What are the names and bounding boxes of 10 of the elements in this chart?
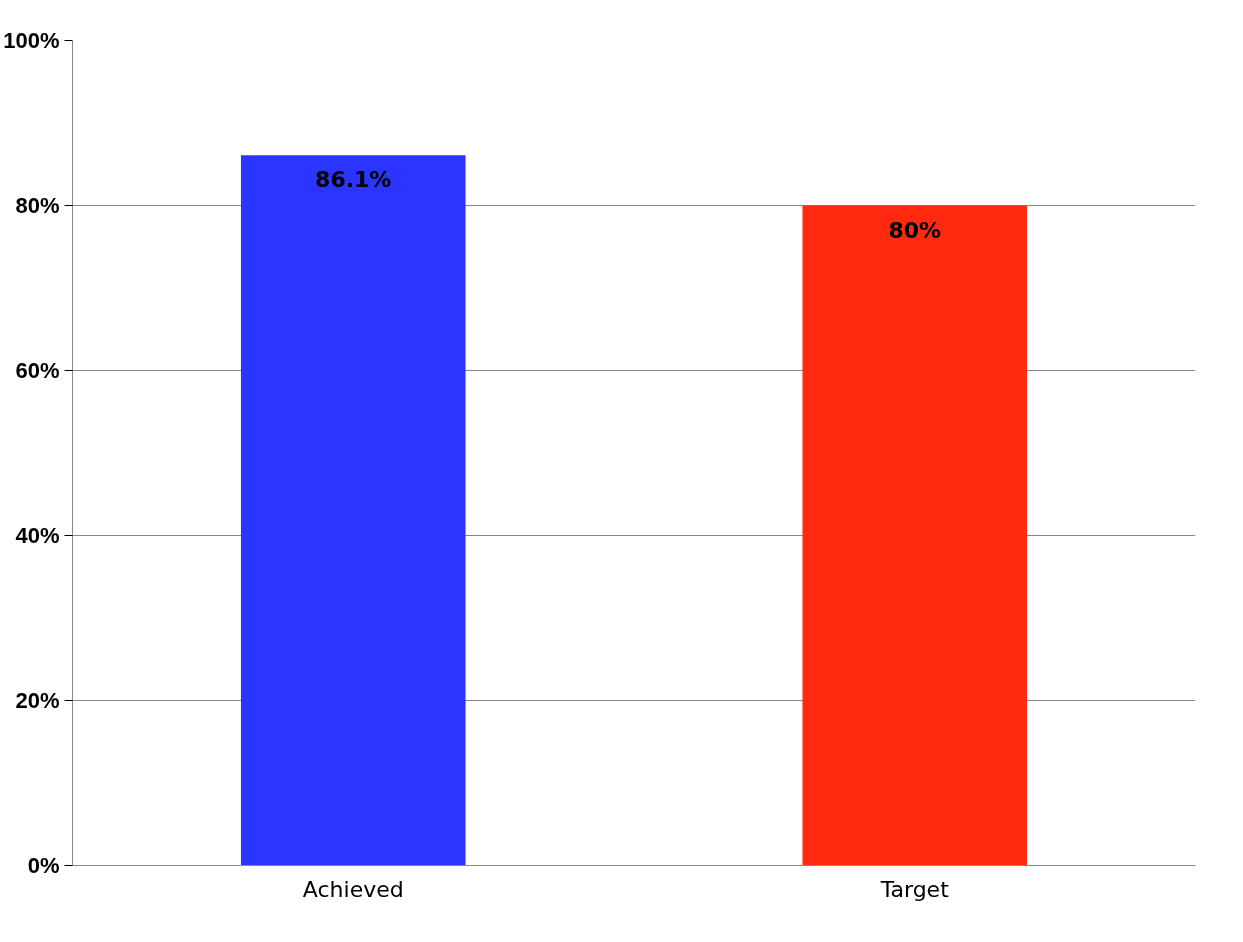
data-label: 80% (888, 217, 942, 243)
y-tick-label: 60% (15, 358, 60, 383)
x-tick-label: Achieved (302, 876, 404, 902)
y-tick-label: 40% (15, 523, 60, 548)
y-tick-label: 100% (3, 28, 60, 53)
x-tick-label: Target (879, 876, 950, 902)
y-tick-label: 0% (27, 853, 60, 878)
y-tick-label: 20% (15, 688, 60, 713)
y-tick-label: 80% (15, 193, 60, 218)
data-label: 86.1% (315, 167, 392, 193)
